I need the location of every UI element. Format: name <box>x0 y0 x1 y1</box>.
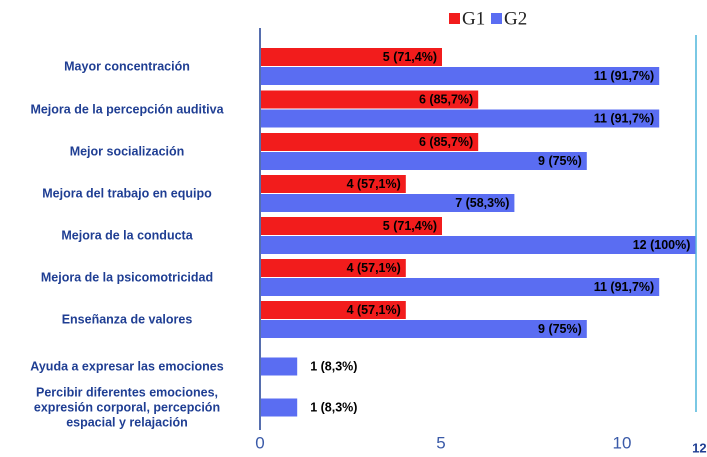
bar <box>261 194 515 212</box>
bar <box>261 133 479 151</box>
bar <box>261 175 406 193</box>
value-label: 6 (85,7%) <box>419 135 473 149</box>
x-tick-label: 5 <box>436 433 445 452</box>
value-label: 4 (57,1%) <box>347 303 401 317</box>
bar <box>261 236 696 254</box>
legend-label: G2 <box>504 8 527 29</box>
value-label: 9 (75%) <box>538 154 582 168</box>
bar <box>261 67 660 85</box>
bar <box>261 301 406 319</box>
value-label: 11 (91,7%) <box>594 280 654 294</box>
bar <box>261 48 442 66</box>
value-label: 1 (8,3%) <box>310 359 357 373</box>
value-label: 12 (100%) <box>633 238 691 252</box>
bar <box>261 217 442 235</box>
x-tick-label: 0 <box>255 433 264 452</box>
bar <box>261 109 660 128</box>
value-label: 5 (71,4%) <box>383 219 437 233</box>
bar <box>261 90 479 109</box>
x-tick-label: 12 <box>692 440 706 455</box>
bar <box>261 278 660 296</box>
value-label: 11 (91,7%) <box>594 69 654 83</box>
bar <box>261 398 298 417</box>
category-label: Mayor concentración <box>64 59 190 74</box>
category-label: Mejora del trabajo en equipo <box>42 186 212 201</box>
legend-swatch <box>449 13 460 24</box>
value-label: 7 (58,3%) <box>455 196 509 210</box>
category-label: Mejora de la percepción auditiva <box>30 102 224 116</box>
value-label: 5 (71,4%) <box>383 50 437 64</box>
bar <box>261 259 406 277</box>
category-label: Ayuda a expresar las emociones <box>30 359 224 374</box>
category-label: Enseñanza de valores <box>61 312 193 327</box>
value-label: 11 (91,7%) <box>594 111 654 125</box>
category-label: Mejora de la conducta <box>61 228 193 243</box>
bar <box>261 357 298 376</box>
category-label: Mejor socialización <box>69 144 185 159</box>
value-label: 1 (8,3%) <box>310 400 357 414</box>
category-label: Percibir diferentes emociones, expresión… <box>33 385 221 430</box>
value-label: 4 (57,1%) <box>347 177 401 191</box>
legend-swatch <box>491 13 502 24</box>
bar <box>261 152 587 170</box>
bar <box>261 320 587 338</box>
category-label: Mejora de la psicomotricidad <box>40 270 214 285</box>
value-label: 9 (75%) <box>538 322 582 336</box>
value-label: 6 (85,7%) <box>419 92 473 106</box>
value-label: 4 (57,1%) <box>347 261 401 275</box>
x-tick-label: 10 <box>613 433 632 452</box>
legend-label: G1 <box>462 8 485 29</box>
